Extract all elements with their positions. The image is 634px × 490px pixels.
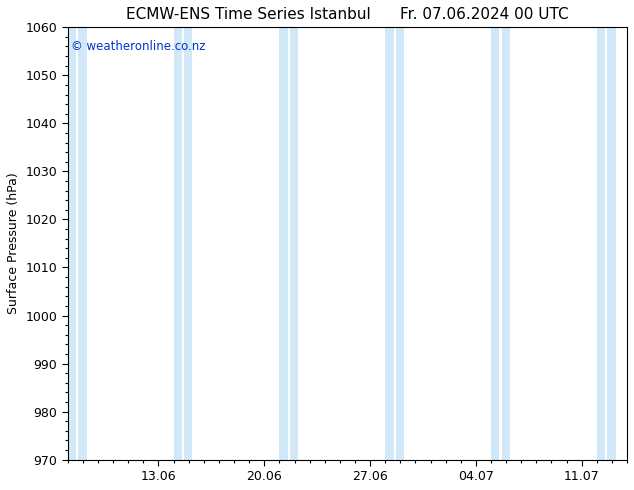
Bar bbox=[68, 27, 76, 460]
Y-axis label: Surface Pressure (hPa): Surface Pressure (hPa) bbox=[7, 172, 20, 314]
Text: © weatheronline.co.nz: © weatheronline.co.nz bbox=[70, 40, 205, 53]
Bar bbox=[79, 27, 87, 460]
Bar bbox=[501, 27, 510, 460]
Bar bbox=[396, 27, 404, 460]
Bar bbox=[491, 27, 500, 460]
Title: ECMW-ENS Time Series Istanbul      Fr. 07.06.2024 00 UTC: ECMW-ENS Time Series Istanbul Fr. 07.06.… bbox=[126, 7, 569, 22]
Bar bbox=[385, 27, 394, 460]
Bar bbox=[184, 27, 193, 460]
Bar bbox=[607, 27, 616, 460]
Bar bbox=[290, 27, 299, 460]
Bar bbox=[597, 27, 605, 460]
Bar bbox=[174, 27, 182, 460]
Bar bbox=[280, 27, 288, 460]
